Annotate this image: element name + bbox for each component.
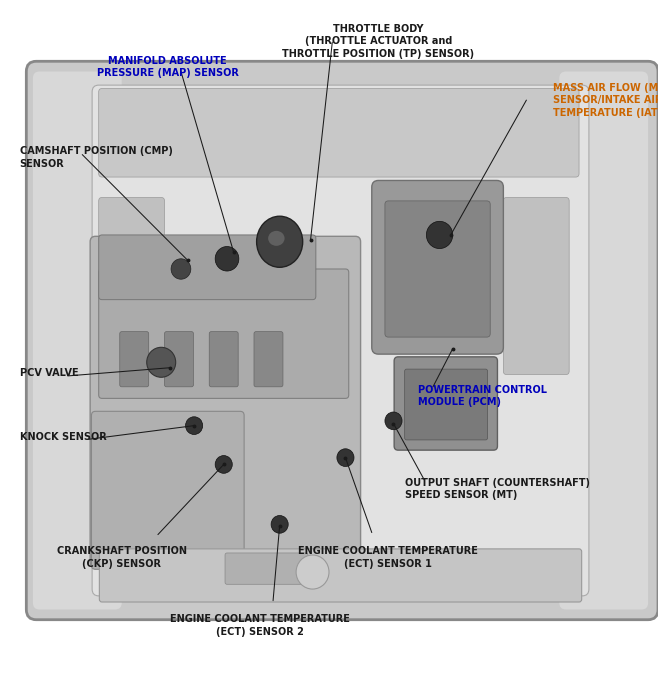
Text: PCV VALVE: PCV VALVE	[20, 368, 78, 378]
Text: THROTTLE BODY
(THROTTLE ACTUATOR and
THROTTLE POSITION (TP) SENSOR): THROTTLE BODY (THROTTLE ACTUATOR and THR…	[282, 24, 474, 59]
Text: KNOCK SENSOR: KNOCK SENSOR	[20, 432, 107, 442]
Text: CRANKSHAFT POSITION
(CKP) SENSOR: CRANKSHAFT POSITION (CKP) SENSOR	[57, 546, 187, 569]
Text: OUTPUT SHAFT (COUNTERSHAFT)
SPEED SENSOR (MT): OUTPUT SHAFT (COUNTERSHAFT) SPEED SENSOR…	[405, 478, 590, 501]
FancyBboxPatch shape	[225, 553, 308, 584]
Text: ENGINE COOLANT TEMPERATURE
(ECT) SENSOR 1: ENGINE COOLANT TEMPERATURE (ECT) SENSOR …	[298, 546, 478, 569]
FancyBboxPatch shape	[164, 332, 193, 387]
FancyBboxPatch shape	[372, 180, 503, 354]
Circle shape	[147, 347, 176, 377]
Circle shape	[215, 456, 232, 473]
Text: ENGINE COOLANT TEMPERATURE
(ECT) SENSOR 2: ENGINE COOLANT TEMPERATURE (ECT) SENSOR …	[170, 614, 350, 637]
FancyBboxPatch shape	[99, 269, 349, 398]
FancyBboxPatch shape	[99, 549, 582, 602]
FancyBboxPatch shape	[503, 197, 569, 375]
FancyBboxPatch shape	[394, 357, 497, 450]
FancyBboxPatch shape	[559, 72, 648, 609]
Ellipse shape	[268, 231, 285, 246]
FancyBboxPatch shape	[405, 369, 488, 440]
FancyBboxPatch shape	[92, 85, 589, 596]
FancyBboxPatch shape	[91, 411, 244, 569]
FancyBboxPatch shape	[99, 89, 579, 177]
Circle shape	[337, 449, 354, 466]
FancyBboxPatch shape	[254, 332, 283, 387]
Circle shape	[385, 412, 402, 430]
FancyBboxPatch shape	[120, 332, 149, 387]
Circle shape	[296, 555, 329, 589]
Circle shape	[171, 259, 191, 279]
FancyBboxPatch shape	[33, 72, 122, 609]
Text: MANIFOLD ABSOLUTE
PRESSURE (MAP) SENSOR: MANIFOLD ABSOLUTE PRESSURE (MAP) SENSOR	[97, 56, 239, 78]
Circle shape	[186, 417, 203, 434]
FancyBboxPatch shape	[209, 332, 238, 387]
Text: POWERTRAIN CONTROL
MODULE (PCM): POWERTRAIN CONTROL MODULE (PCM)	[418, 385, 547, 407]
Circle shape	[426, 221, 453, 249]
FancyBboxPatch shape	[26, 61, 658, 620]
FancyBboxPatch shape	[385, 201, 490, 337]
Text: MASS AIR FLOW (MAF)
SENSOR/INTAKE AIR
TEMPERATURE (IAT) SENSOR: MASS AIR FLOW (MAF) SENSOR/INTAKE AIR TE…	[553, 83, 658, 118]
Circle shape	[271, 516, 288, 533]
Circle shape	[215, 247, 239, 271]
FancyBboxPatch shape	[99, 197, 164, 375]
Ellipse shape	[257, 217, 303, 268]
FancyBboxPatch shape	[90, 236, 361, 567]
Text: CAMSHAFT POSITION (CMP)
SENSOR: CAMSHAFT POSITION (CMP) SENSOR	[20, 146, 172, 169]
FancyBboxPatch shape	[99, 235, 316, 300]
